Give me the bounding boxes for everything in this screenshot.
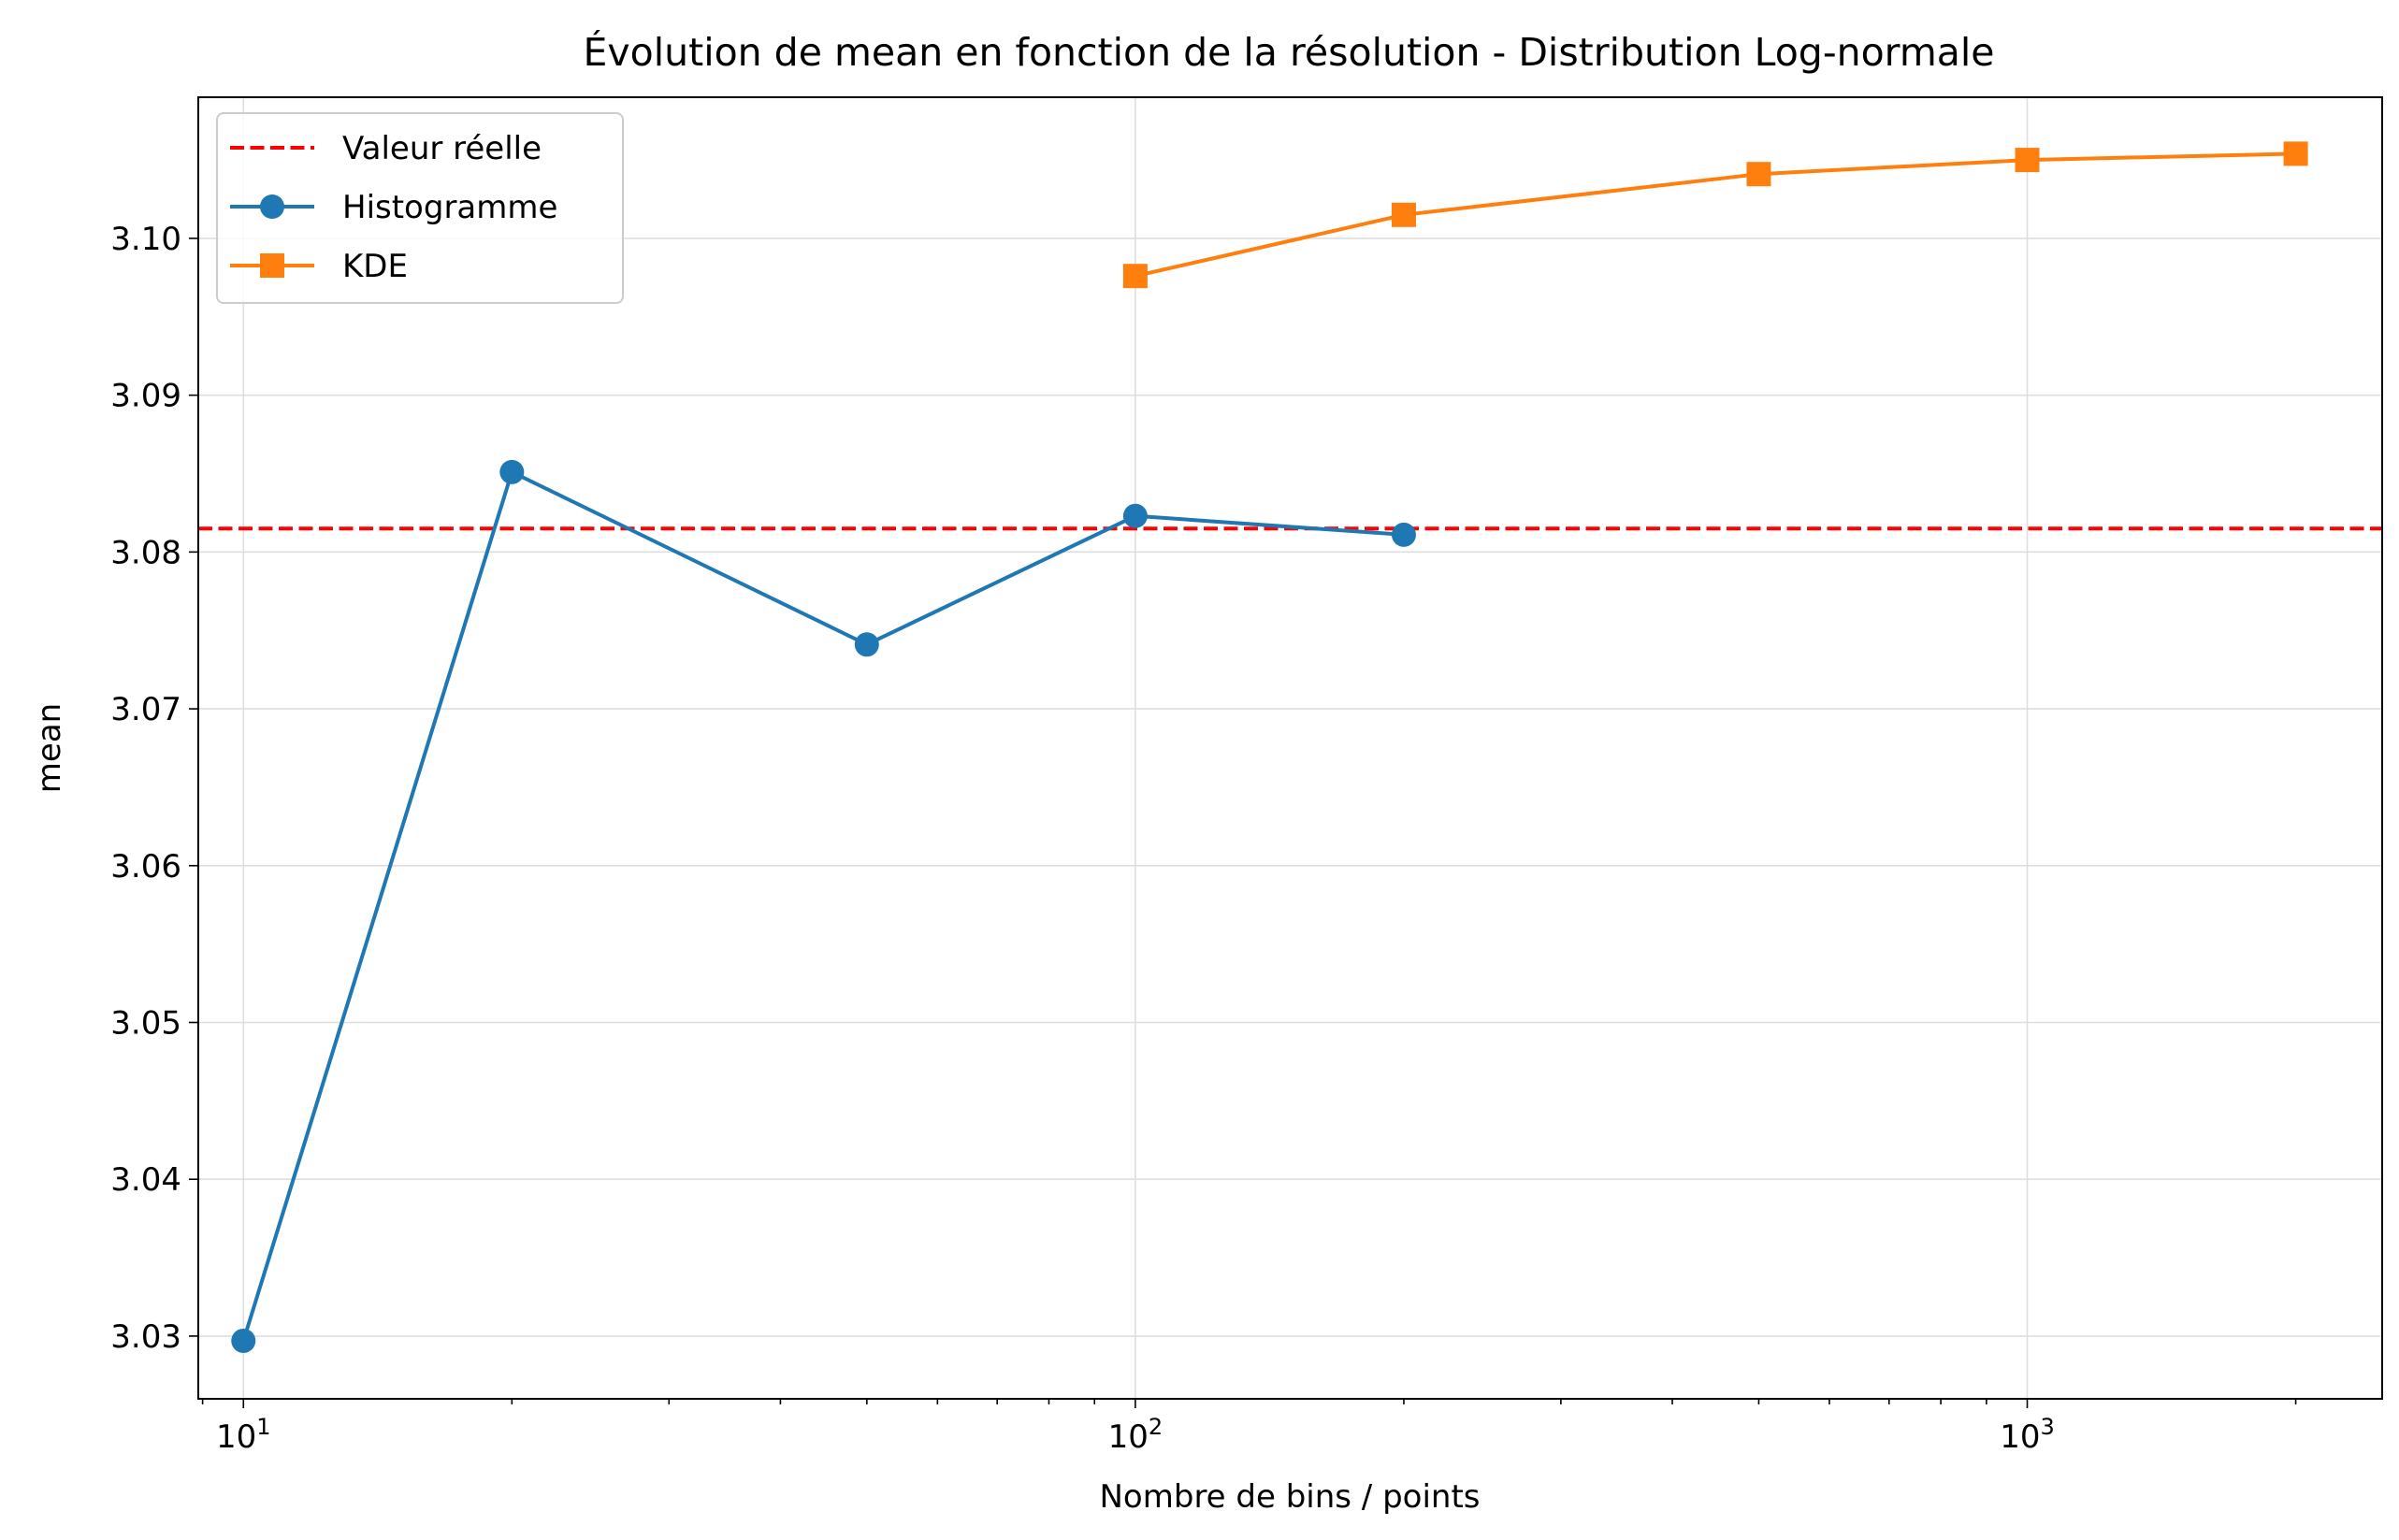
y-tick-label: 3.06 bbox=[110, 848, 181, 885]
x-tick-label: 101 bbox=[216, 1414, 271, 1456]
histogram-point bbox=[1391, 522, 1416, 547]
y-axis-label: mean bbox=[31, 703, 68, 793]
y-tick-label: 3.04 bbox=[110, 1161, 181, 1199]
y-tick-label: 3.08 bbox=[110, 534, 181, 571]
histogram-point bbox=[231, 1328, 256, 1353]
x-axis-label: Nombre de bins / points bbox=[1100, 1478, 1481, 1516]
kde-point bbox=[2015, 148, 2040, 173]
legend-marker-square bbox=[260, 253, 284, 278]
chart-title: Évolution de mean en fonction de la réso… bbox=[583, 30, 1994, 75]
legend-label-1: Histogramme bbox=[342, 189, 557, 226]
ticks: 3.03 3.04 3.05 3.06 3.07 3.08 3.09 3.10 101 102 10… bbox=[110, 221, 2297, 1456]
series-group bbox=[231, 141, 2308, 1353]
legend-label-0: Valeur réelle bbox=[342, 130, 542, 167]
plot-frame bbox=[197, 96, 2383, 1400]
x-tick-label: 102 bbox=[1108, 1414, 1163, 1456]
legend-label-2: KDE bbox=[342, 248, 408, 285]
x-tick-label: 103 bbox=[2000, 1414, 2055, 1456]
y-tick-label: 3.07 bbox=[110, 691, 181, 728]
kde-point bbox=[1122, 264, 1148, 289]
y-tick-label: 3.03 bbox=[110, 1318, 181, 1356]
histogram-point bbox=[499, 459, 525, 484]
kde-point bbox=[2283, 141, 2308, 166]
kde-point bbox=[1391, 202, 1416, 227]
legend-marker-circle bbox=[260, 194, 284, 219]
legend-box bbox=[216, 112, 624, 304]
histogram-point bbox=[1122, 503, 1148, 528]
kde-point bbox=[1746, 162, 1771, 187]
legend: Valeur réelle Histogramme KDE bbox=[216, 112, 624, 304]
y-tick-label: 3.10 bbox=[110, 221, 181, 258]
y-tick-label: 3.05 bbox=[110, 1004, 181, 1042]
y-tick-label: 3.09 bbox=[110, 378, 181, 415]
histogram-point bbox=[854, 632, 879, 657]
